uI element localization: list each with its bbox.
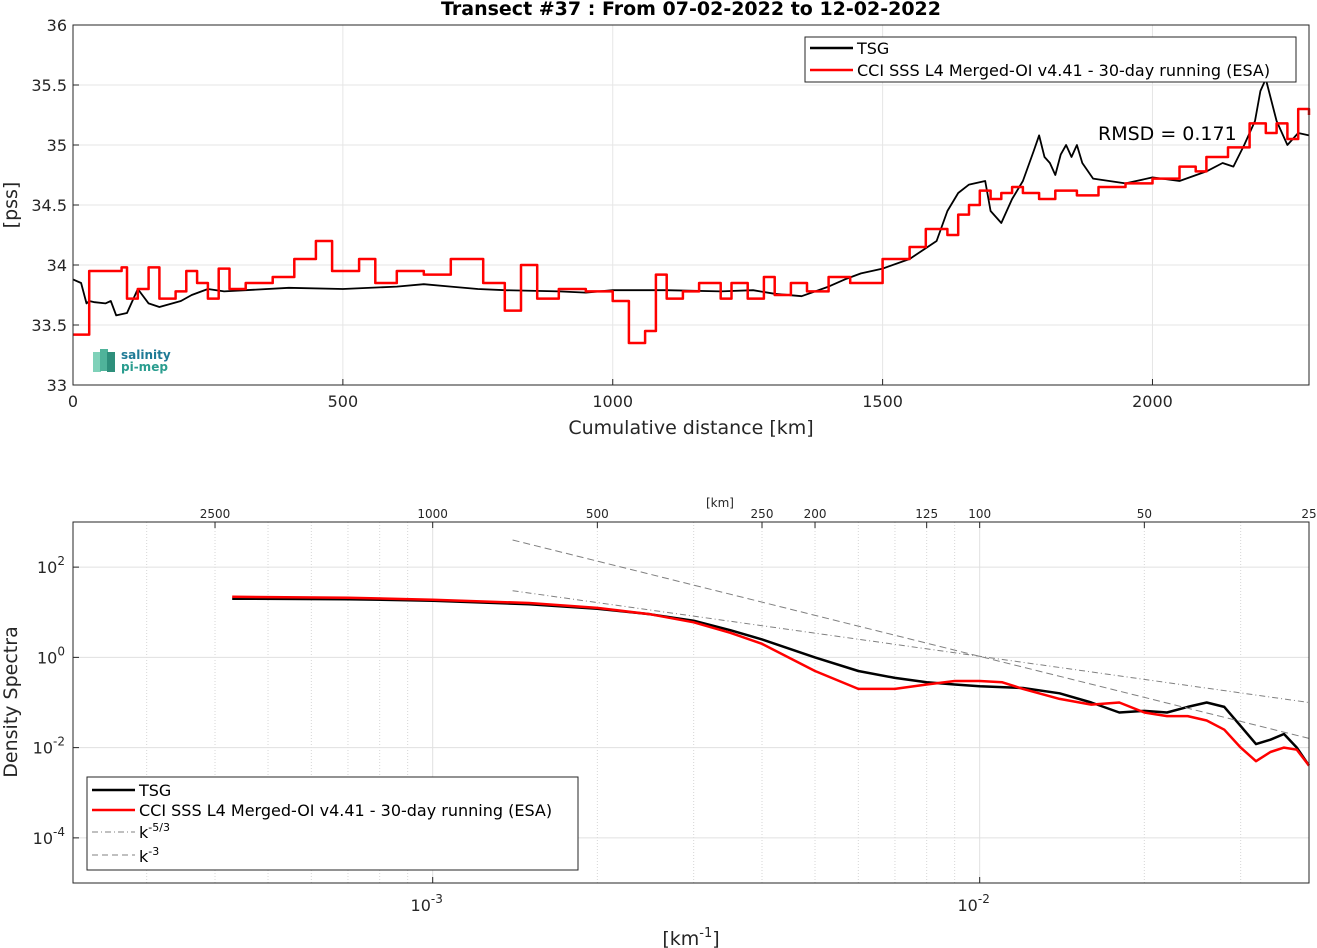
top-series-cci <box>73 107 1311 345</box>
bottom-legend-k53-sup: -5/3 <box>148 821 170 834</box>
bottom-legend-label-k3: k-3 <box>139 845 159 866</box>
salinity-pi-mep-logo: salinity pi-mep <box>93 348 171 374</box>
bottom-series-k3 <box>512 539 1310 739</box>
bottom-ytick-sup: -4 <box>53 825 65 839</box>
bottom-series-k53 <box>512 590 1310 703</box>
bottom-top-tick-label: 250 <box>751 507 774 521</box>
logo-text-pi-mep: pi-mep <box>121 360 168 374</box>
top-legend-box <box>804 36 1297 83</box>
logo-bar-3 <box>107 352 115 372</box>
top-legend: TSG CCI SSS L4 Merged-OI v4.41 - 30-day … <box>804 36 1297 83</box>
bottom-ytick-label: 10-4 <box>33 825 65 848</box>
top-xtick-label: 0 <box>68 392 78 411</box>
bottom-ytick-label: 10-2 <box>33 735 65 758</box>
bottom-xtick-base: 10 <box>958 896 978 915</box>
top-ytick-label: 33 <box>47 376 67 395</box>
top-xtick-label: 1000 <box>592 392 633 411</box>
bottom-ytick-base: 10 <box>33 739 53 758</box>
bottom-axes-box <box>72 521 1310 884</box>
top-ytick-label: 34 <box>47 256 67 275</box>
top-xtick-label: 1500 <box>862 392 903 411</box>
bottom-top-tick-label: 100 <box>968 507 991 521</box>
logo-bar-2 <box>100 349 108 371</box>
bottom-xtick-sup: -3 <box>431 892 443 906</box>
bottom-ytick-base: 10 <box>37 648 57 667</box>
bottom-xtick-base: 10 <box>411 896 431 915</box>
bottom-ytick-sup: 0 <box>57 644 65 658</box>
top-ytick-label: 35 <box>47 136 67 155</box>
top-chart-title: Transect #37 : From 07-02-2022 to 12-02-… <box>441 0 941 20</box>
bottom-x-axis-label: [km-1] <box>662 926 719 948</box>
rmsd-annotation: RMSD = 0.171 <box>1098 123 1237 145</box>
top-ytick-label: 35.5 <box>31 76 67 95</box>
top-xtick-label: 500 <box>328 392 359 411</box>
bottom-legend-label-k53: k-5/3 <box>139 821 170 842</box>
logo-bar-1 <box>93 352 101 372</box>
top-x-axis-label: Cumulative distance [km] <box>568 417 813 439</box>
bottom-legend-k53-base: k <box>139 823 149 842</box>
bottom-xtick-label: 10-3 <box>411 892 443 915</box>
top-ticks: 0 500 1000 1500 2000 33 33.5 34 34.5 35 35.5 36 <box>31 16 1172 411</box>
bottom-ytick-base: 10 <box>33 829 53 848</box>
bottom-legend-k3-sup: -3 <box>148 845 159 858</box>
bottom-ytick-sup: 2 <box>57 554 65 568</box>
bottom-ytick-sup: -2 <box>53 735 65 749</box>
bottom-legend-k3-base: k <box>139 847 149 866</box>
bottom-legend-label-cci: CCI SSS L4 Merged-OI v4.41 - 30-day runn… <box>139 801 552 820</box>
bottom-y-axis-label: Density Spectra <box>0 626 22 777</box>
bottom-ytick-label: 102 <box>37 554 65 577</box>
bottom-ytick-label: 100 <box>37 644 65 667</box>
top-ytick-label: 34.5 <box>31 196 67 215</box>
bottom-x-axis-label-sup: -1 <box>699 926 712 941</box>
bottom-series <box>232 539 1311 767</box>
bottom-series-cci <box>232 595 1310 767</box>
bottom-legend-label-tsg: TSG <box>138 781 171 800</box>
bottom-xtick-sup: -2 <box>978 892 990 906</box>
bottom-top-tick-label: 200 <box>804 507 827 521</box>
top-ytick-label: 33.5 <box>31 316 67 335</box>
bottom-top-tick-label: 25 <box>1301 507 1316 521</box>
bottom-legend: TSG CCI SSS L4 Merged-OI v4.41 - 30-day … <box>86 776 579 871</box>
bottom-top-tick-label: 1000 <box>417 507 448 521</box>
logo-text-salinity: salinity <box>121 348 171 362</box>
bottom-x-axis-label-base: [km <box>662 928 699 948</box>
top-legend-label-cci: CCI SSS L4 Merged-OI v4.41 - 30-day runn… <box>857 61 1270 80</box>
bottom-xtick-label: 10-2 <box>958 892 990 915</box>
top-y-axis-label: [pss] <box>0 182 22 229</box>
bottom-top-axis-label: [km] <box>706 496 734 510</box>
top-ytick-label: 36 <box>47 16 67 35</box>
top-xtick-label: 2000 <box>1132 392 1173 411</box>
bottom-top-tick-label: 50 <box>1137 507 1152 521</box>
top-legend-label-tsg: TSG <box>856 39 889 58</box>
top-series <box>72 78 1311 345</box>
bottom-x-axis-label-end: ] <box>712 928 719 948</box>
bottom-ytick-base: 10 <box>37 558 57 577</box>
bottom-top-tick-label: 2500 <box>200 507 231 521</box>
bottom-top-tick-label: 125 <box>915 507 938 521</box>
bottom-top-tick-label: 500 <box>586 507 609 521</box>
bottom-legend-box <box>86 776 579 871</box>
